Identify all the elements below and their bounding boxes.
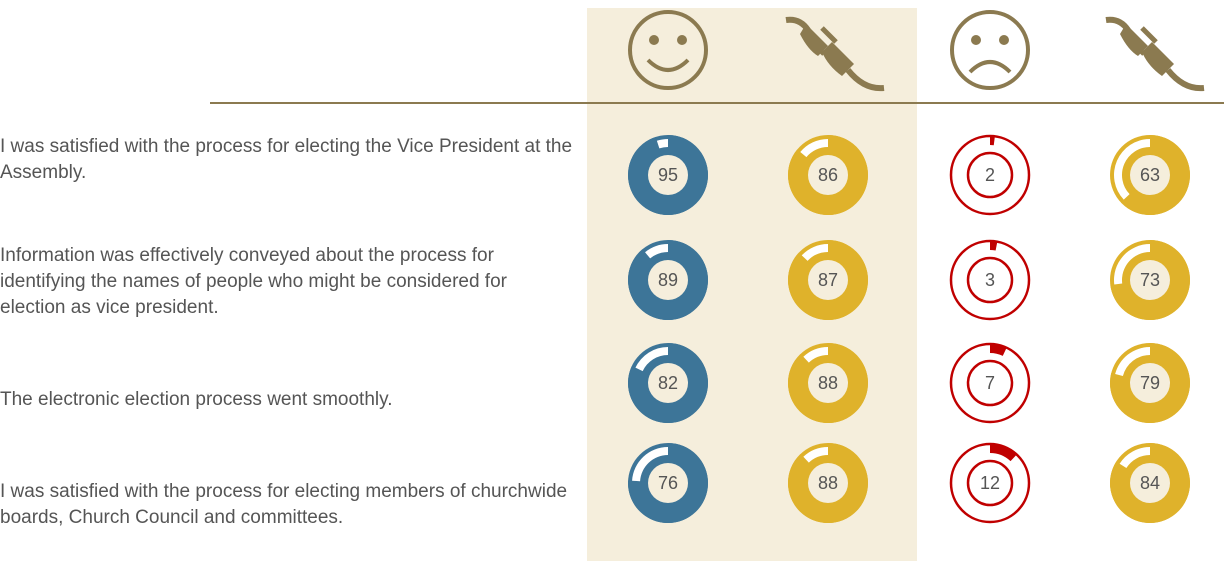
ring-inner [966, 151, 1014, 199]
donut-value [787, 135, 868, 215]
value-label: 3 [985, 270, 995, 290]
value-label: 79 [1140, 373, 1160, 393]
ring-inner [966, 359, 1014, 407]
ring-remainder [645, 244, 668, 259]
ring-remainder [803, 347, 828, 363]
donut-value [990, 241, 998, 251]
donut-value [788, 343, 869, 423]
value-label: 86 [818, 165, 838, 185]
value-label: 84 [1140, 473, 1160, 493]
ring-inner [1130, 363, 1170, 403]
value-label: 88 [818, 373, 838, 393]
ring-inner [966, 459, 1014, 507]
ring-inner [648, 463, 688, 503]
statement: I was satisfied with the process for ele… [0, 481, 568, 528]
statement: The electronic election process went smo… [0, 389, 393, 410]
ring-inner [1130, 155, 1170, 195]
ring-remainder [801, 244, 828, 261]
donut-value [1120, 134, 1191, 216]
ring-remainder [800, 139, 828, 158]
value-label: 95 [658, 165, 678, 185]
donut-value [787, 240, 869, 320]
donut-value [990, 136, 995, 146]
donut-value [990, 344, 1007, 356]
ring-inner [648, 363, 688, 403]
statement: Information was effectively conveyed abo… [0, 245, 507, 318]
ring-remainder [632, 447, 668, 482]
ring-inner [1130, 260, 1170, 300]
donut-value [1110, 239, 1191, 320]
ring-inner [808, 155, 848, 195]
value-label: 2 [985, 165, 995, 185]
donut-value [627, 443, 708, 523]
ring-remainder [635, 347, 668, 372]
ring-remainder [1114, 244, 1150, 285]
plug-icon [785, 16, 885, 92]
value-label: 88 [818, 473, 838, 493]
ring-remainder [656, 139, 668, 149]
ring-inner [966, 256, 1014, 304]
value-label: 73 [1140, 270, 1160, 290]
smiley-icon [628, 10, 708, 90]
value-label: 63 [1140, 165, 1160, 185]
plug-icon [1105, 16, 1205, 92]
donut-value [628, 135, 709, 215]
ring-inner [808, 463, 848, 503]
ring-inner [648, 260, 688, 300]
ring-remainder [1119, 447, 1150, 468]
donut-value [788, 443, 869, 523]
ring-remainder [1115, 347, 1150, 377]
value-label: 12 [980, 473, 1000, 493]
ring-inner [808, 260, 848, 300]
value-label: 87 [818, 270, 838, 290]
donut-value [990, 444, 1017, 462]
donut-value [1110, 443, 1191, 523]
value-label: 82 [658, 373, 678, 393]
donut-value [1110, 343, 1190, 424]
ring-remainder [1114, 139, 1150, 200]
value-label: 89 [658, 270, 678, 290]
donut-value [628, 343, 709, 423]
ring-remainder [803, 447, 828, 463]
donut-value [628, 240, 709, 320]
frown-icon [950, 10, 1030, 90]
ring-inner [808, 363, 848, 403]
statement: I was satisfied with the process for ele… [0, 136, 573, 183]
ring-inner [648, 155, 688, 195]
ring-inner [1130, 463, 1170, 503]
value-label: 7 [985, 373, 995, 393]
value-label: 76 [658, 473, 678, 493]
